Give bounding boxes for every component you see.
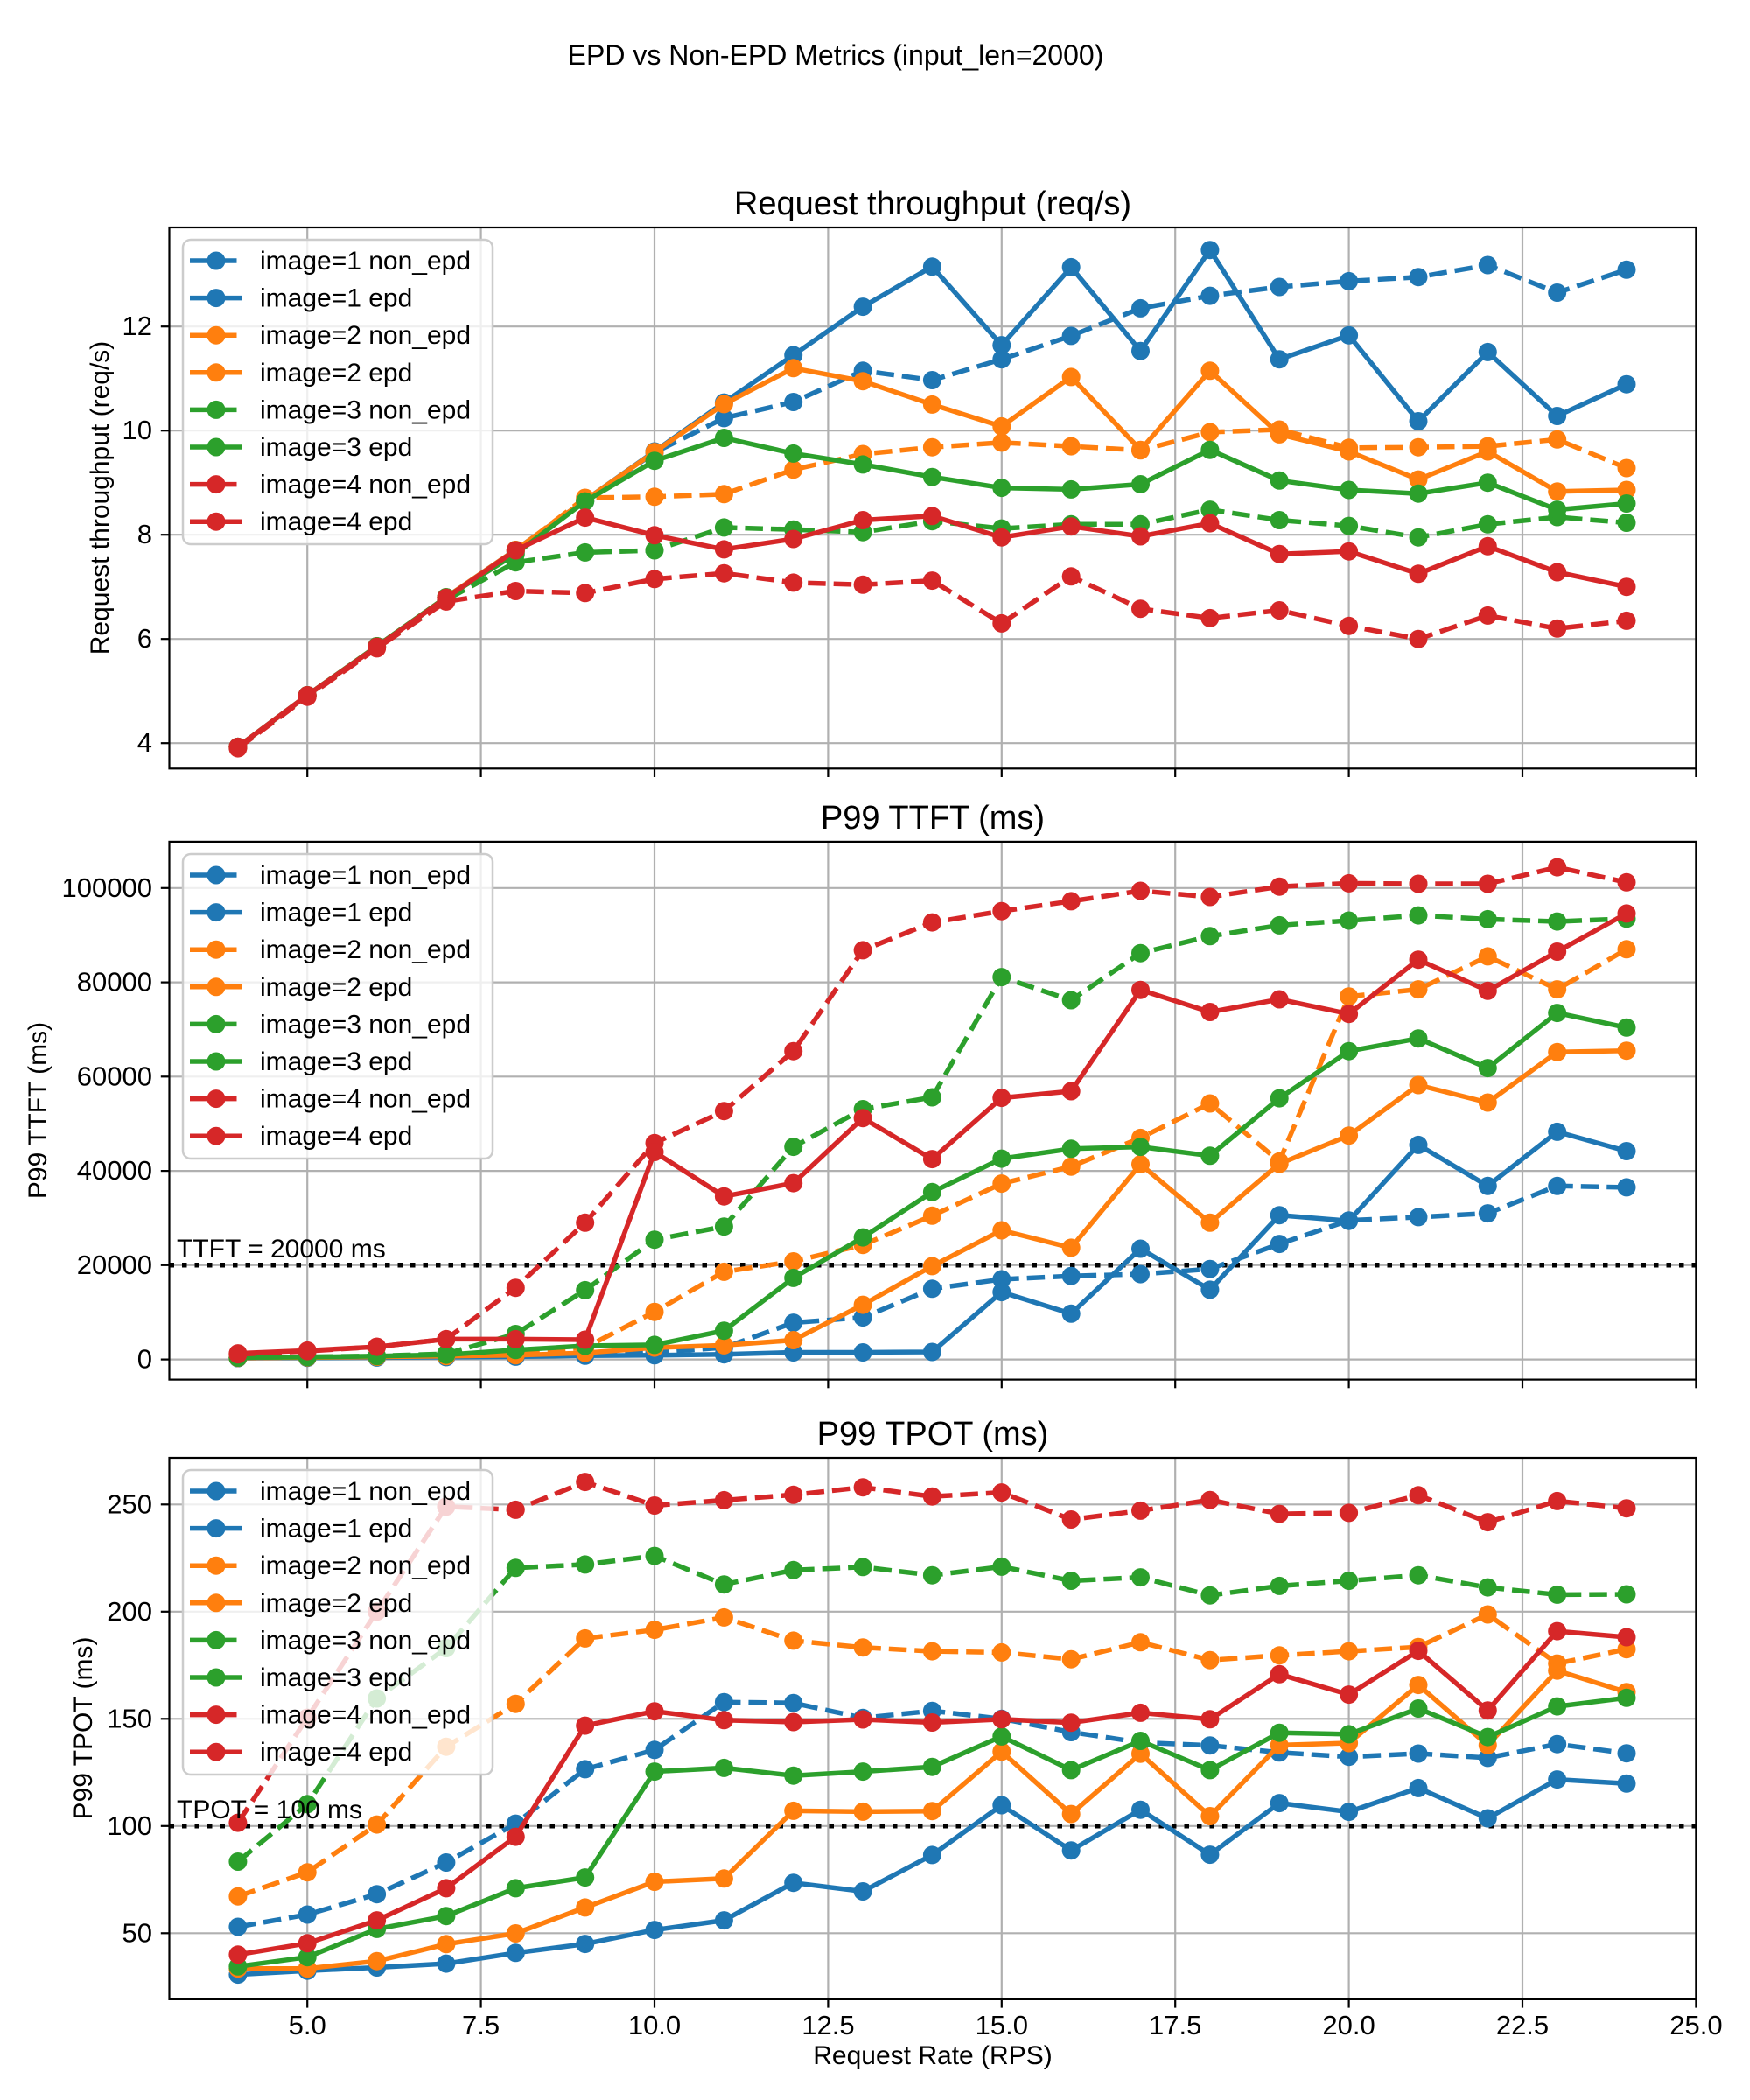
svg-text:80000: 80000 (77, 967, 152, 998)
svg-text:image=1 epd: image=1 epd (260, 284, 412, 313)
svg-text:image=1 epd: image=1 epd (260, 899, 412, 928)
svg-text:150: 150 (107, 1703, 152, 1733)
svg-text:15.0: 15.0 (976, 2010, 1028, 2040)
svg-text:0: 0 (137, 1344, 152, 1375)
svg-text:P99 TPOT (ms): P99 TPOT (ms) (69, 1637, 98, 1820)
svg-text:image=3 non_epd: image=3 non_epd (260, 1010, 471, 1039)
svg-text:image=1 epd: image=1 epd (260, 1515, 412, 1544)
svg-text:image=2 epd: image=2 epd (260, 1589, 412, 1618)
svg-text:22.5: 22.5 (1496, 2010, 1549, 2040)
svg-text:image=4 non_epd: image=4 non_epd (260, 1085, 471, 1114)
svg-text:TTFT = 20000 ms: TTFT = 20000 ms (177, 1235, 386, 1264)
svg-text:image=3 epd: image=3 epd (260, 433, 412, 462)
svg-text:100000: 100000 (62, 872, 152, 903)
svg-text:10: 10 (122, 415, 152, 445)
svg-text:40000: 40000 (77, 1155, 152, 1186)
svg-text:image=4 non_epd: image=4 non_epd (260, 471, 471, 500)
svg-text:EPD vs Non-EPD Metrics (input_: EPD vs Non-EPD Metrics (input_len=2000) (568, 39, 1104, 71)
svg-text:12: 12 (122, 311, 152, 341)
svg-text:image=3 non_epd: image=3 non_epd (260, 1626, 471, 1655)
svg-text:image=2 non_epd: image=2 non_epd (260, 321, 471, 350)
svg-text:20000: 20000 (77, 1250, 152, 1280)
svg-text:200: 200 (107, 1596, 152, 1627)
svg-text:image=4 epd: image=4 epd (260, 1738, 412, 1767)
svg-text:image=1 non_epd: image=1 non_epd (260, 1477, 471, 1506)
svg-text:8: 8 (137, 519, 152, 550)
svg-text:image=2 non_epd: image=2 non_epd (260, 1551, 471, 1580)
svg-text:image=1 non_epd: image=1 non_epd (260, 247, 471, 276)
svg-text:TPOT = 100 ms: TPOT = 100 ms (177, 1796, 362, 1824)
svg-text:P99 TTFT (ms): P99 TTFT (ms) (821, 800, 1045, 836)
svg-text:P99 TPOT (ms): P99 TPOT (ms) (817, 1416, 1049, 1452)
svg-text:Request throughput (req/s): Request throughput (req/s) (734, 186, 1131, 222)
svg-text:5.0: 5.0 (289, 2010, 326, 2040)
svg-text:20.0: 20.0 (1322, 2010, 1375, 2040)
svg-text:50: 50 (122, 1917, 152, 1948)
svg-text:image=4 non_epd: image=4 non_epd (260, 1701, 471, 1730)
svg-text:17.5: 17.5 (1149, 2010, 1201, 2040)
svg-text:100: 100 (107, 1810, 152, 1841)
svg-text:250: 250 (107, 1488, 152, 1519)
svg-text:image=4 epd: image=4 epd (260, 1122, 412, 1151)
svg-text:60000: 60000 (77, 1060, 152, 1091)
svg-text:image=1 non_epd: image=1 non_epd (260, 861, 471, 890)
svg-text:Request Rate (RPS): Request Rate (RPS) (813, 2041, 1052, 2070)
svg-text:P99 TTFT (ms): P99 TTFT (ms) (24, 1022, 52, 1199)
svg-text:12.5: 12.5 (802, 2010, 854, 2040)
svg-text:image=2 epd: image=2 epd (260, 973, 412, 1002)
svg-text:image=3 non_epd: image=3 non_epd (260, 396, 471, 424)
svg-text:image=4 epd: image=4 epd (260, 508, 412, 536)
svg-text:25.0: 25.0 (1670, 2010, 1722, 2040)
svg-text:image=3 epd: image=3 epd (260, 1047, 412, 1076)
svg-text:6: 6 (137, 623, 152, 654)
svg-text:Request throughput (req/s): Request throughput (req/s) (86, 341, 115, 655)
svg-text:image=2 non_epd: image=2 non_epd (260, 935, 471, 964)
svg-text:10.0: 10.0 (628, 2010, 681, 2040)
svg-text:image=3 epd: image=3 epd (260, 1663, 412, 1692)
svg-text:image=2 epd: image=2 epd (260, 359, 412, 388)
svg-text:4: 4 (137, 727, 152, 758)
svg-text:7.5: 7.5 (462, 2010, 500, 2040)
